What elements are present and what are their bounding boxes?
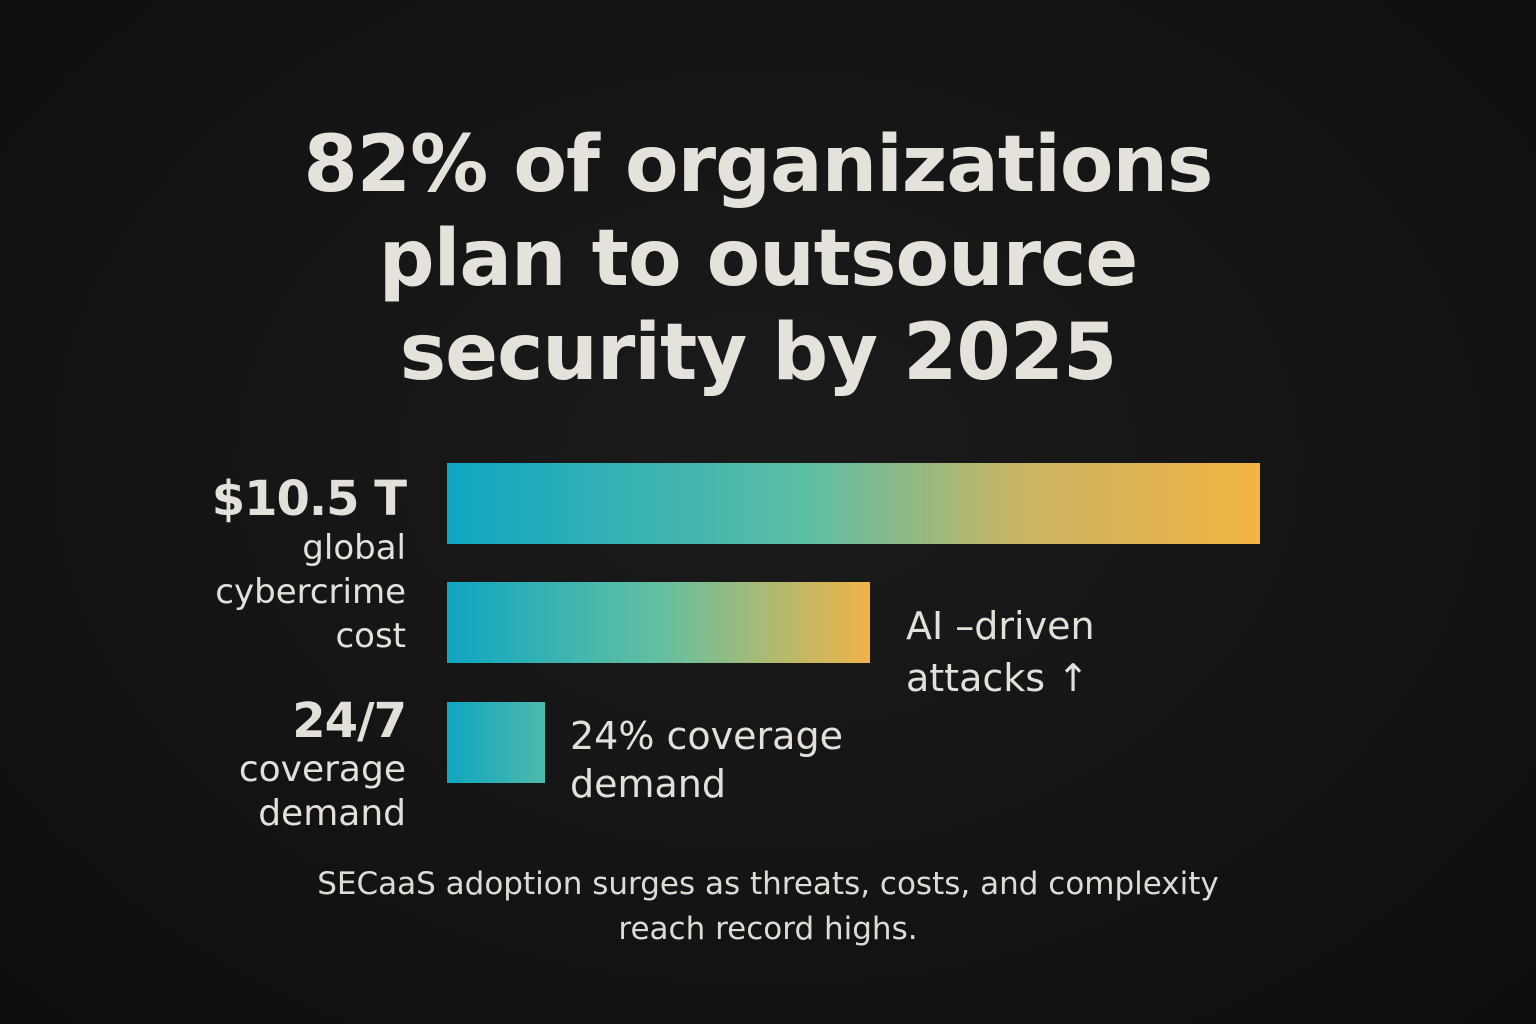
coverage-desc-line-2: demand	[258, 793, 406, 834]
headline-line-3: security by 2025	[399, 308, 1118, 398]
cybercrime-value: $10.5 T	[211, 471, 407, 527]
footer-line-2: reach record highs.	[618, 911, 918, 947]
cybercrime-desc-line-3: cost	[335, 616, 406, 656]
headline-line-1: 82% of organizations	[303, 120, 1214, 210]
ai-attacks-note: AI –driven attacks ↑	[906, 600, 1095, 704]
coverage-note: 24% coverage demand	[570, 712, 843, 808]
bar-ai-driven-attacks	[447, 582, 870, 663]
coverage-desc-line-1: coverage	[238, 749, 406, 790]
footer-line-1: SECaaS adoption surges as threats, costs…	[317, 866, 1219, 902]
ai-attacks-line-2: attacks ↑	[906, 656, 1089, 700]
coverage-note-line-1: 24% coverage	[570, 714, 843, 758]
footer-caption: SECaaS adoption surges as threats, costs…	[168, 862, 1368, 952]
ai-attacks-line-1: AI –driven	[906, 604, 1095, 648]
bar-coverage-demand	[447, 702, 545, 783]
cybercrime-desc-line-1: global	[302, 528, 406, 568]
coverage-value: 24/7	[292, 693, 407, 749]
headline: 82% of organizations plan to outsource s…	[168, 118, 1348, 400]
coverage-stat-label: 24/7 coverage demand	[238, 693, 407, 836]
headline-line-2: plan to outsource	[378, 214, 1138, 304]
bar-cybercrime-cost	[447, 463, 1260, 544]
cybercrime-stat-label: $10.5 T global cybercrime cost	[211, 471, 407, 658]
bars-group	[447, 463, 1260, 783]
cybercrime-desc-line-2: cybercrime	[215, 572, 406, 612]
coverage-note-line-2: demand	[570, 762, 727, 806]
